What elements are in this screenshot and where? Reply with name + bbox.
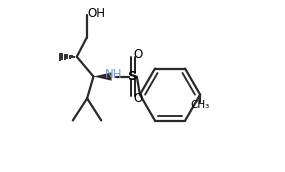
- Text: O: O: [134, 48, 143, 61]
- Text: O: O: [134, 92, 143, 105]
- Text: OH: OH: [87, 7, 105, 20]
- Text: S: S: [128, 70, 138, 83]
- Polygon shape: [93, 72, 111, 81]
- Text: CH₃: CH₃: [190, 100, 210, 110]
- Text: NH: NH: [105, 68, 122, 81]
